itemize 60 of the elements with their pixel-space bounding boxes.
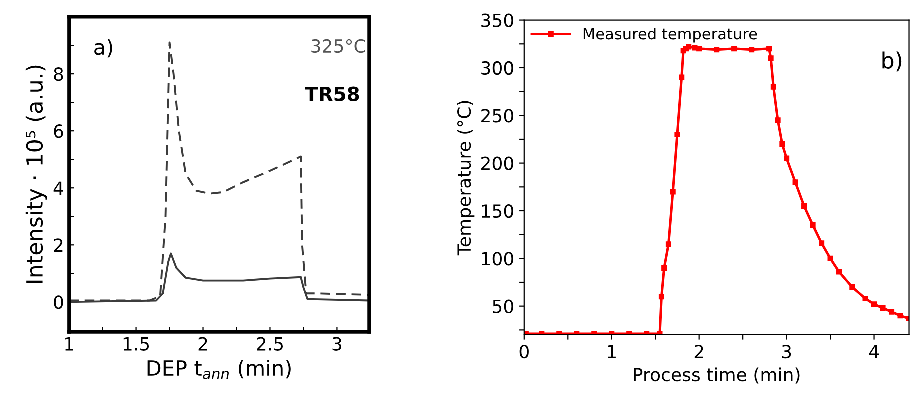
point — [819, 240, 825, 246]
point — [836, 269, 842, 275]
y-tick-label: 0 — [54, 296, 64, 310]
annotation: TR58 — [305, 86, 360, 102]
point — [802, 203, 808, 210]
point — [810, 222, 816, 228]
point — [674, 132, 680, 138]
x-tick-label: 1 — [608, 345, 616, 358]
point — [766, 46, 772, 52]
point — [696, 46, 702, 52]
point — [872, 302, 878, 308]
x-axis-title: DEP t$_{ann}$ (min) — [148, 360, 291, 380]
x-tick-label: 2 — [198, 337, 208, 351]
point — [732, 46, 738, 52]
y-tick-label: 2 — [54, 238, 63, 252]
point — [666, 242, 672, 248]
x-axis-title: Process time (min) — [634, 368, 800, 384]
y-axis-title: Intensity · 10⁵ (a.u.) — [26, 66, 48, 284]
y-tick-label: 8 — [54, 68, 64, 82]
y-tick-label: 350 — [482, 14, 514, 28]
point — [828, 256, 834, 262]
y-axis-title: Temperature (°C) — [457, 101, 475, 256]
y-tick-label: 50 — [493, 300, 514, 314]
point — [770, 84, 776, 90]
point — [714, 47, 720, 53]
point — [768, 56, 774, 62]
point — [898, 313, 904, 319]
point — [792, 180, 798, 186]
y-tick-label: 250 — [482, 109, 514, 123]
annotation: 325°C — [312, 39, 366, 54]
point — [686, 44, 692, 50]
point — [862, 296, 868, 302]
x-tick-label: 2.5 — [257, 337, 284, 351]
point — [670, 189, 676, 195]
point — [780, 141, 786, 148]
x-tick-label: 0 — [520, 344, 529, 359]
x-tick-label: 4 — [869, 345, 880, 358]
x-tick-label: 1 — [66, 338, 74, 351]
point — [775, 118, 781, 124]
y-tick-label: 100 — [482, 252, 514, 266]
x-tick-label: 2 — [694, 344, 704, 358]
legend-label: Measured temperature — [584, 28, 758, 43]
point — [784, 156, 790, 162]
point — [749, 47, 755, 53]
annotation: a) — [94, 39, 112, 58]
x-tick-label: 3 — [782, 344, 792, 359]
point — [658, 294, 665, 300]
point — [888, 309, 895, 315]
y-tick-label: 4 — [54, 182, 64, 195]
point — [850, 284, 856, 290]
y-tick-label: 150 — [482, 204, 514, 218]
point — [662, 265, 668, 271]
point — [880, 305, 886, 312]
y-tick-label: 200 — [482, 156, 514, 170]
y-tick-label: 6 — [54, 124, 64, 138]
x-tick-label: 3 — [332, 337, 342, 351]
point — [679, 74, 685, 80]
annotation: b) — [882, 52, 902, 72]
y-tick-label: 300 — [482, 61, 514, 76]
x-tick-label: 1.5 — [124, 338, 150, 351]
